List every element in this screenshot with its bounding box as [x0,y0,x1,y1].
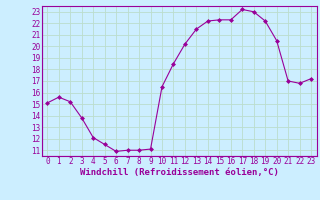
X-axis label: Windchill (Refroidissement éolien,°C): Windchill (Refroidissement éolien,°C) [80,168,279,177]
